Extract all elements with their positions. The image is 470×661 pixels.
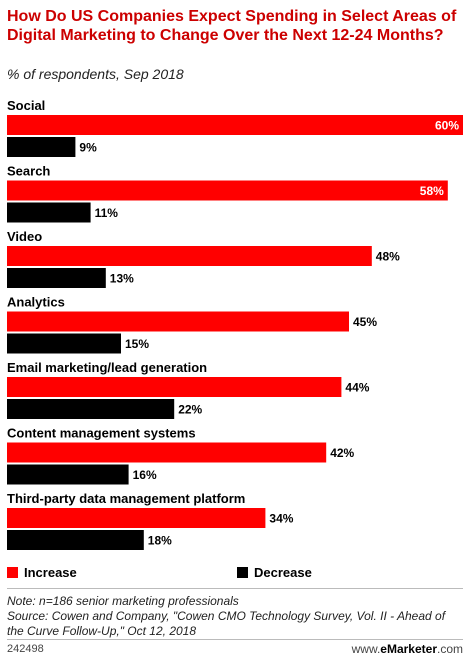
bar-decrease-video: [7, 268, 106, 288]
bar-increase-search: [7, 180, 448, 201]
value-label-increase-social: 60%: [435, 119, 459, 133]
value-label-decrease-search: 11%: [95, 206, 119, 220]
bar-increase-social: [7, 115, 463, 135]
value-label-increase-video: 48%: [376, 250, 400, 264]
bar-increase-video: [7, 246, 372, 266]
bar-decrease-third-party-data-management-platform: [7, 530, 144, 550]
chart-title: How Do US Companies Expect Spending in S…: [7, 8, 457, 44]
bar-decrease-social: [7, 137, 76, 157]
note-block: Note: n=186 senior marketing professiona…: [7, 594, 463, 639]
bar-increase-email-marketing-lead-generation: [7, 377, 342, 397]
value-label-increase-third-party-data-management-platform: 34%: [269, 512, 293, 526]
value-label-increase-analytics: 45%: [353, 315, 377, 329]
category-label-video: Video: [7, 229, 42, 244]
bar-increase-content-management-systems: [7, 442, 327, 463]
bar-decrease-email-marketing-lead-generation: [7, 399, 175, 419]
divider-bottom: [7, 639, 463, 640]
value-label-increase-content-management-systems: 42%: [330, 446, 354, 460]
chart-id: 242498: [7, 643, 44, 655]
divider-top: [7, 588, 463, 589]
value-label-decrease-email-marketing-lead-generation: 22%: [178, 403, 202, 417]
value-label-decrease-analytics: 15%: [125, 337, 149, 351]
legend-increase: Increase: [7, 565, 77, 580]
value-label-decrease-third-party-data-management-platform: 18%: [148, 534, 172, 548]
legend-decrease-swatch: [237, 567, 248, 578]
bar-decrease-content-management-systems: [7, 464, 129, 485]
bar-decrease-analytics: [7, 333, 121, 354]
note-text: Note: n=186 senior marketing professiona…: [7, 594, 239, 608]
value-label-decrease-content-management-systems: 16%: [133, 468, 157, 482]
bar-increase-analytics: [7, 311, 349, 332]
bar-increase-third-party-data-management-platform: [7, 508, 266, 528]
source-text: Source: Cowen and Company, "Cowen CMO Te…: [7, 609, 446, 638]
value-label-decrease-social: 9%: [79, 141, 97, 155]
chart-subtitle: % of respondents, Sep 2018: [7, 66, 184, 82]
category-label-third-party-data-management-platform: Third-party data management platform: [7, 491, 245, 506]
category-label-social: Social: [7, 98, 45, 113]
legend-increase-swatch: [7, 567, 18, 578]
value-label-increase-search: 58%: [420, 184, 444, 198]
value-label-decrease-video: 13%: [110, 272, 134, 286]
brand-logo: www.eMarketer.com: [351, 642, 463, 656]
value-label-increase-email-marketing-lead-generation: 44%: [345, 381, 369, 395]
category-label-search: Search: [7, 164, 50, 179]
bar-decrease-search: [7, 202, 91, 223]
legend-decrease: Decrease: [237, 565, 312, 580]
bar-chart: Social 60% 9% Search 58% 11% Video 48% 13% Analyt…: [7, 98, 463, 550]
legend-increase-label: Increase: [24, 565, 77, 580]
category-label-email-marketing-lead-generation: Email marketing/lead generation: [7, 360, 207, 375]
legend-decrease-label: Decrease: [254, 565, 312, 580]
category-label-content-management-systems: Content management systems: [7, 426, 196, 441]
category-label-analytics: Analytics: [7, 295, 65, 310]
